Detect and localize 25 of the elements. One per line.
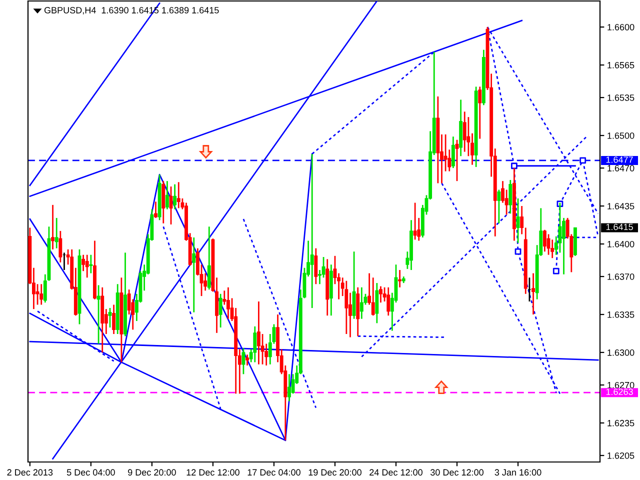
y-tick-label: 1.6270	[608, 382, 634, 388]
y-tick-label: 1.6370	[608, 273, 634, 280]
y-tick-label: 1.6470	[608, 165, 634, 172]
x-tick-label: 2 Dec 2013	[7, 469, 53, 476]
y-tick-label: 1.6300	[608, 349, 634, 356]
x-tick-label: 5 Dec 04:00	[66, 469, 115, 476]
x-tick-label: 30 Dec 12:00	[430, 469, 484, 476]
x-tick-label: 12 Dec 12:00	[186, 469, 240, 476]
x-tick-label: 17 Dec 04:00	[248, 469, 300, 476]
y-tick-label: 1.6235	[608, 420, 634, 426]
x-tick-label: 3 Jan 16:00	[494, 469, 542, 476]
x-tick-label: 19 Dec 20:00	[308, 469, 362, 476]
x-tick-label: 9 Dec 20:00	[128, 469, 176, 476]
y-tick-label: 1.6435	[608, 202, 634, 210]
y-tick-label: 1.6535	[608, 94, 634, 101]
y-tick-label: 1.6400	[608, 240, 634, 248]
x-tick-label: 24 Dec 12:00	[370, 469, 422, 476]
y-tick-label: 1.6600	[608, 24, 634, 30]
y-tick-label: 1.6500	[608, 132, 634, 139]
y-tick-label: 1.6335	[608, 311, 634, 318]
y-tick-label: 1.6205	[608, 452, 634, 459]
y-tick-label: 1.6565	[608, 62, 634, 68]
ref-line-label: 1.6263	[606, 388, 633, 395]
text: 1.6415	[606, 224, 633, 230]
ref-line-label: 1.6477	[606, 156, 633, 163]
